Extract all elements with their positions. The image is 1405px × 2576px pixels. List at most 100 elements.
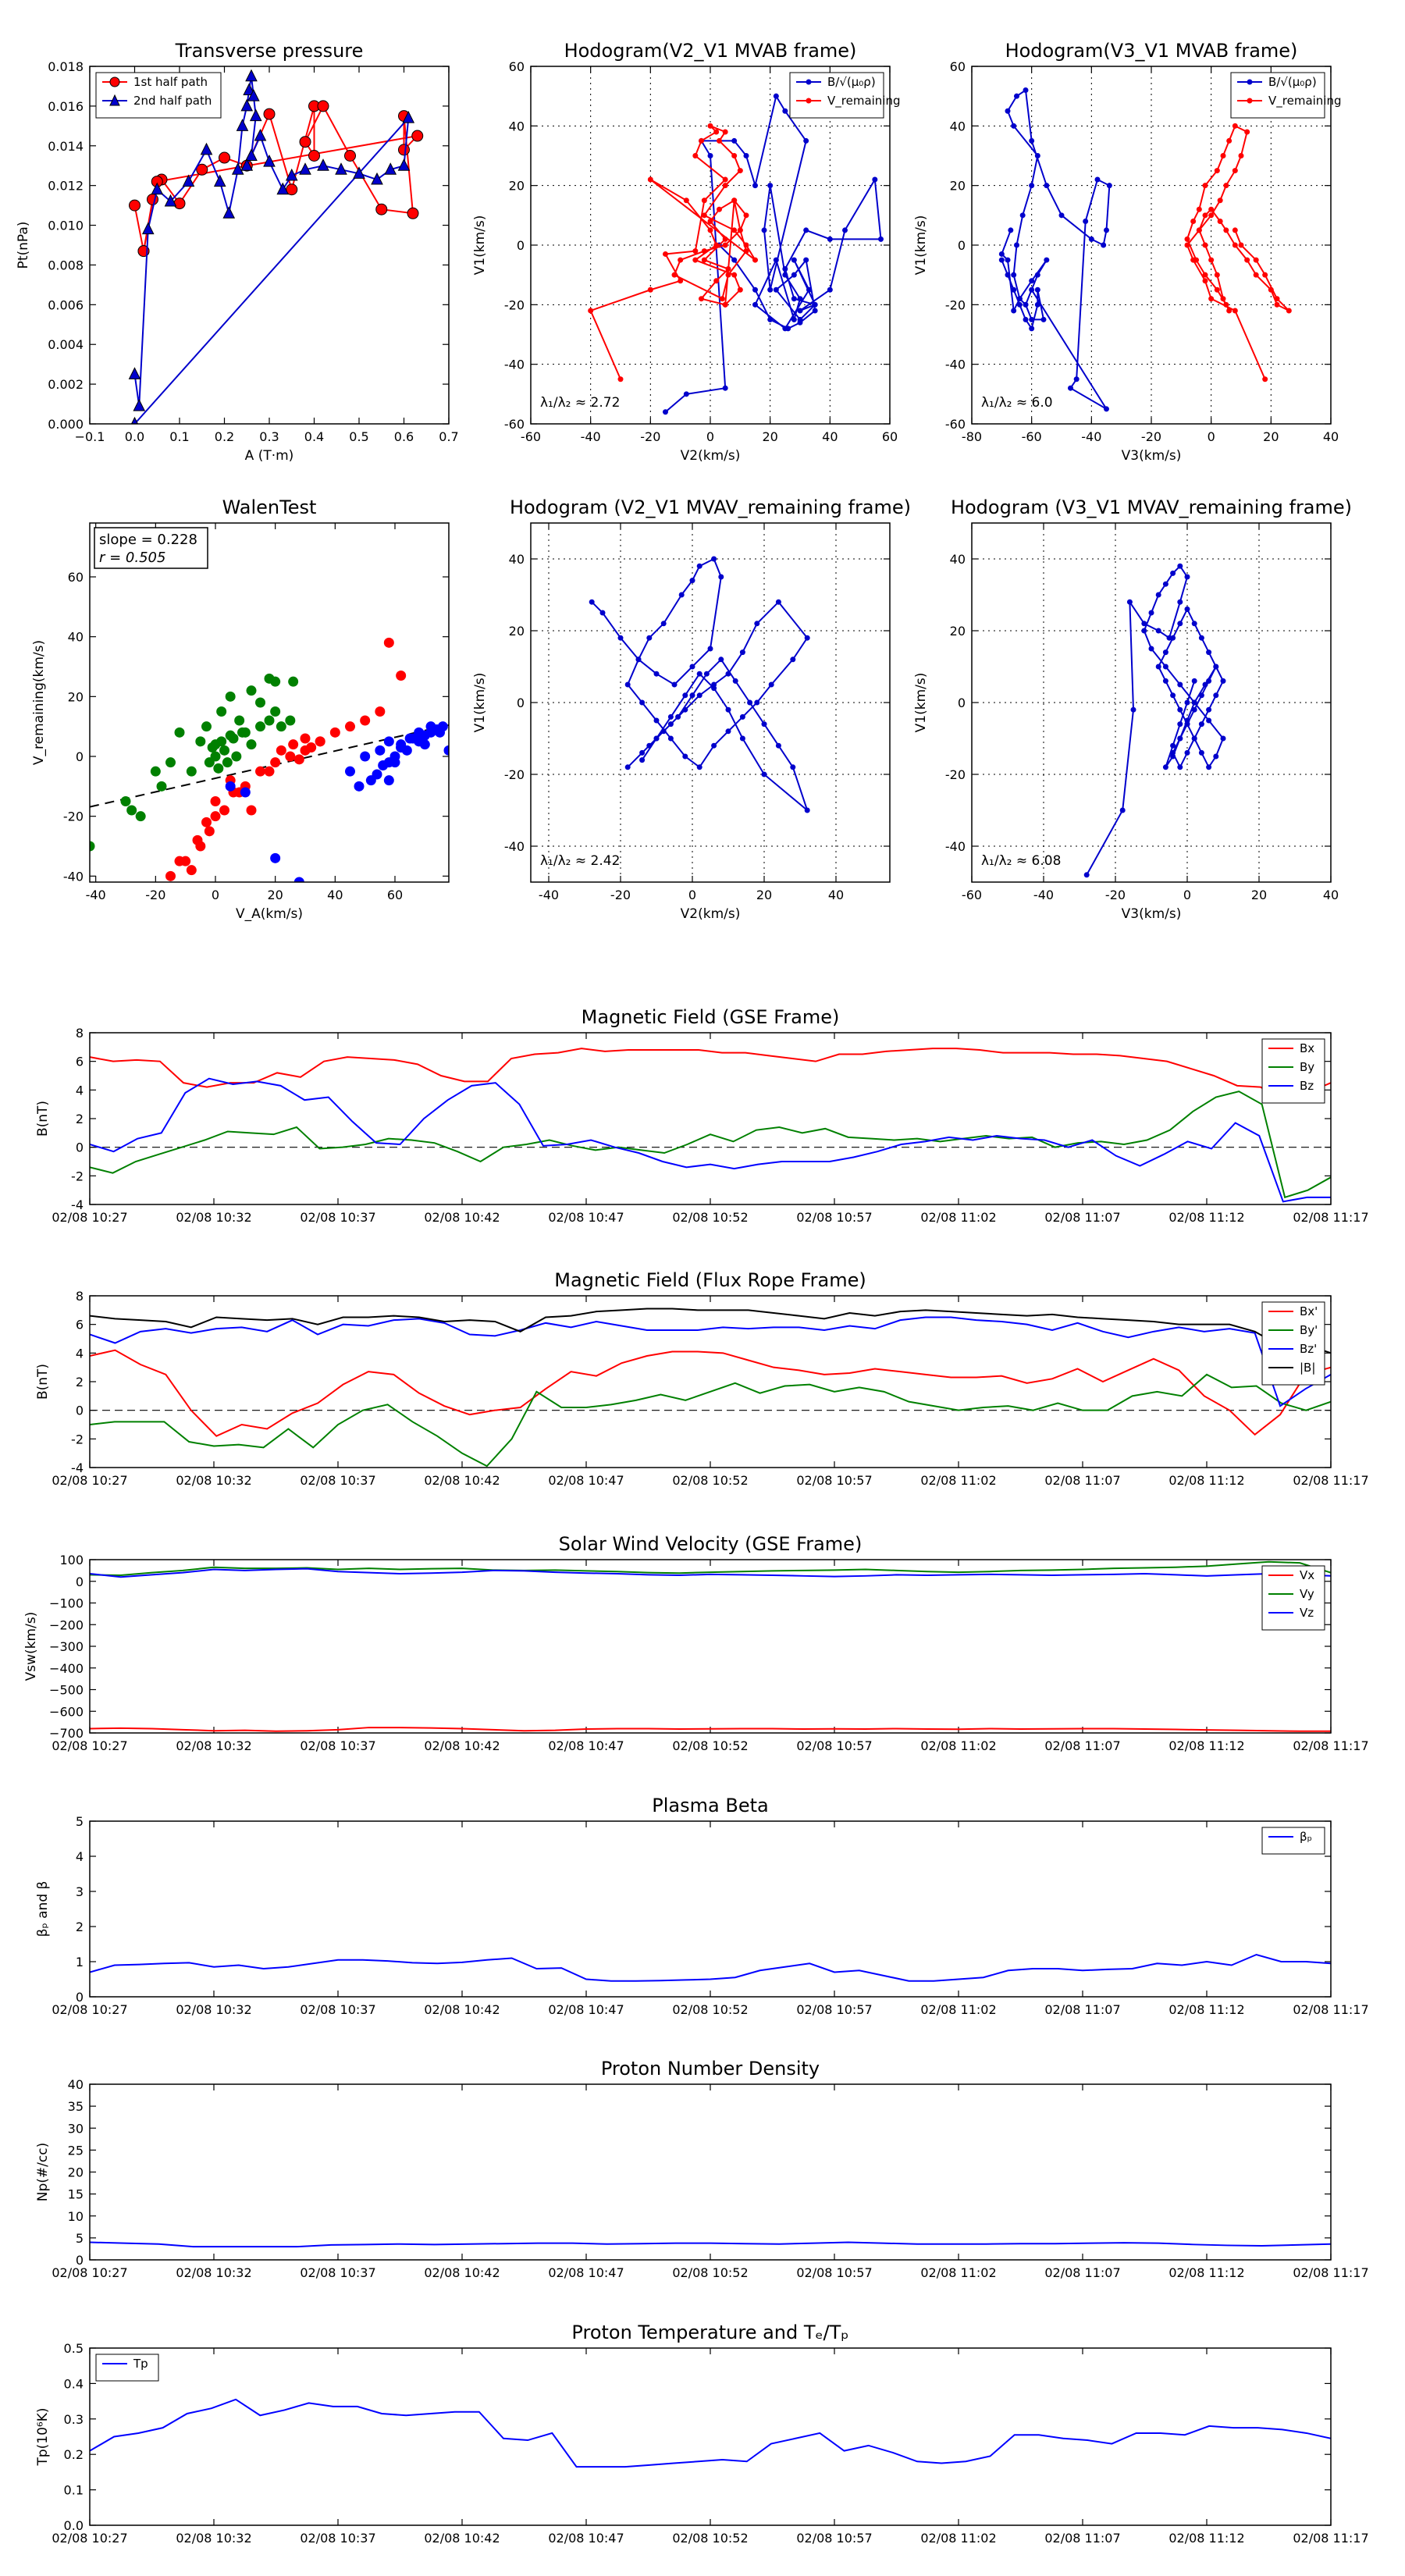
data-point [255,766,265,777]
data-point [1029,278,1035,284]
data-point [120,796,131,806]
data-point [1191,706,1197,713]
y-tick-label: −700 [49,1726,84,1741]
data-point [1196,206,1202,212]
data-point [270,676,281,687]
plot-frame [89,522,450,883]
data-point [1262,376,1268,382]
stats-box [94,527,208,569]
chart-title: WalenTest [222,496,317,518]
chart-title: Hodogram (V3_V1 MVAV_remaining frame) [951,496,1352,518]
data-point [419,730,430,741]
data-point [1005,257,1011,263]
data-point [1029,326,1035,332]
x-tick-label: 20 [1263,429,1279,444]
data-point [398,144,410,156]
chart-mag_gse: Magnetic Field (GSE Frame) 02/08 10:27 02/… [35,1006,1369,1225]
data-point [671,272,678,278]
data-point [222,206,236,219]
series-line [90,2241,1331,2248]
data-point [1238,242,1244,248]
data-point [201,817,212,827]
chart-mag_fr: Magnetic Field (Flux Rope Frame) 02/08 10… [35,1269,1369,1488]
data-point [383,775,394,786]
data-point [1214,168,1220,174]
x-tick-label: 02/08 10:57 [796,2002,872,2017]
data-point [707,218,713,224]
data-point [1213,664,1219,670]
plot-area [90,1953,1331,1982]
data-point [1016,296,1023,302]
data-point [306,742,317,753]
legend-label: Vz [1300,1606,1314,1620]
x-axis-label: V3(km/s) [1122,448,1182,464]
data-point [1177,621,1183,627]
data-point [165,757,176,768]
data-point [718,574,724,580]
data-point [225,730,236,741]
data-point [683,391,689,397]
data-point [1220,678,1226,684]
legend-box [1261,1038,1325,1104]
x-tick-label: 02/08 10:52 [672,2265,748,2280]
y-tick-label: −300 [49,1639,84,1654]
data-point [1083,872,1090,878]
data-point [797,296,803,302]
slope-text: slope = 0.228 [99,532,197,548]
legend-box [1230,72,1325,119]
data-point [245,148,258,161]
data-point [432,724,443,735]
data-point [646,742,653,749]
y-tick-label: 0 [517,238,525,253]
data-point [240,787,251,798]
x-tick-label: 02/08 10:57 [796,1738,872,1753]
data-point [1162,764,1168,770]
y-tick-label: 1 [76,1955,84,1969]
y-tick-label: 20 [68,2165,84,2180]
x-tick-label: 0 [1183,888,1191,902]
data-point [1068,385,1073,391]
x-tick-label: 20 [762,429,777,444]
y-tick-label: −200 [49,1617,84,1632]
data-point [150,766,161,777]
data-point [790,764,796,770]
y-tick-label: 0.0 [64,2518,84,2533]
data-point [767,183,774,189]
y-tick-label: 0 [958,696,966,710]
data-point [731,197,738,204]
data-point [1104,406,1109,412]
data-point [707,153,713,158]
x-tick-label: 02/08 10:42 [424,2002,500,2017]
y-tick-label: 15 [68,2187,84,2202]
data-point [240,158,254,171]
data-point [288,676,299,687]
x-tick-label: -40 [581,429,601,444]
chart-transverse-pressure: Transverse pressure −0.1 0.0 0.1 0.2 0.3 0.4 0.… [16,40,459,464]
legend-label: By' [1300,1323,1318,1337]
x-tick-label: 02/08 10:32 [176,1473,251,1488]
data-point [791,272,797,278]
data-point [345,766,355,777]
data-point [739,713,745,720]
data-point [713,242,720,248]
data-point [1253,272,1259,278]
x-axis-label: A (T·m) [245,448,294,464]
legend-label: Bz [1300,1079,1314,1093]
data-point [718,656,724,663]
series-line [133,76,410,424]
data-point [1206,706,1212,713]
plot-area [588,93,884,415]
data-point [1141,621,1147,627]
x-tick-label: -20 [1141,429,1161,444]
y-tick-label: 8 [76,1026,84,1041]
data-point [245,69,258,82]
y-axis-label: βₚ and β [35,1881,51,1937]
data-point [773,257,779,263]
y-tick-label: 5 [76,1814,84,1829]
legend-marker [109,94,120,106]
data-point [255,697,265,708]
data-point [293,754,304,765]
data-point [1220,296,1226,302]
data-point [827,236,833,242]
